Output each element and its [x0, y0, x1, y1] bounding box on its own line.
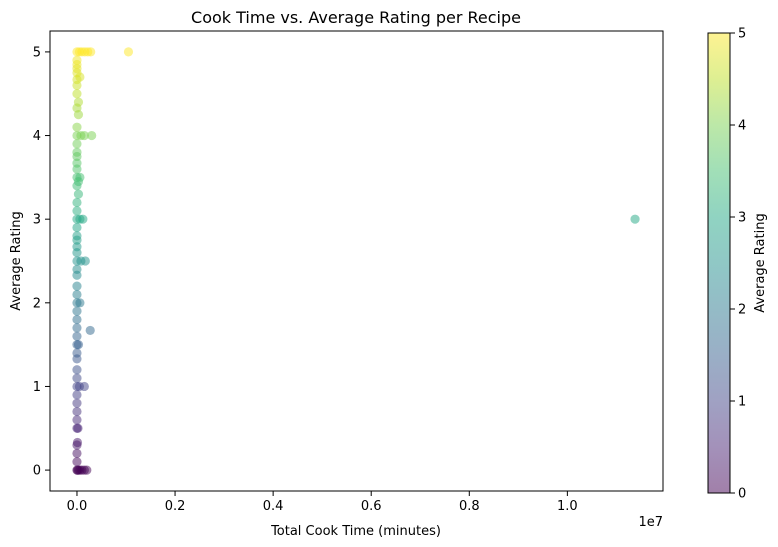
- data-point: [73, 97, 84, 107]
- y-tick-label: 4: [33, 129, 41, 144]
- data-point: [72, 231, 82, 241]
- data-point: [73, 189, 84, 199]
- data-point: [72, 331, 82, 341]
- x-tick-label: 0.6: [361, 499, 382, 514]
- data-point: [72, 448, 82, 458]
- x-offset-label: 1e7: [638, 515, 663, 530]
- x-tick-label: 0.4: [263, 499, 284, 514]
- data-point: [72, 139, 82, 149]
- data-point: [72, 306, 82, 316]
- data-point: [72, 222, 82, 233]
- colorbar-tick-label: 0: [738, 487, 746, 502]
- data-point: [72, 281, 82, 291]
- colorbar-axis: 0 1 2 3 4 5: [730, 27, 746, 502]
- x-axis-label: Total Cook Time (minutes): [270, 524, 441, 539]
- x-tick-label: 1.0: [557, 499, 578, 514]
- data-point: [72, 314, 82, 325]
- data-point: [72, 206, 82, 216]
- colorbar-tick-label: 5: [738, 27, 746, 42]
- data-point: [72, 264, 82, 274]
- plot-frame: [49, 30, 664, 492]
- data-point: [630, 214, 640, 224]
- colorbar-tick-label: 1: [738, 395, 746, 410]
- y-tick-label: 3: [33, 213, 41, 228]
- data-point: [79, 130, 89, 141]
- x-tick-label: 0.2: [165, 499, 186, 514]
- data-point: [72, 348, 82, 358]
- data-point: [86, 47, 96, 57]
- data-point: [78, 214, 88, 224]
- data-point: [72, 390, 82, 400]
- data-point: [72, 197, 82, 208]
- data-point: [123, 47, 134, 57]
- data-point: [85, 325, 95, 336]
- data-point: [72, 457, 82, 467]
- points-layer: [72, 47, 640, 475]
- y-axis: 0 1 2 3 4 5: [33, 45, 50, 479]
- data-point: [75, 298, 85, 308]
- chart-title: Cook Time vs. Average Rating per Recipe: [191, 8, 521, 27]
- colorbar-tick-label: 3: [738, 211, 746, 226]
- data-point: [72, 323, 82, 333]
- data-point: [72, 55, 82, 65]
- data-point: [72, 147, 82, 157]
- y-tick-label: 0: [33, 464, 41, 479]
- data-point: [72, 398, 82, 408]
- data-point: [72, 158, 82, 168]
- colorbar-tick-label: 4: [738, 119, 746, 134]
- data-point: [72, 289, 82, 300]
- data-point: [80, 256, 90, 266]
- x-tick-label: 0.0: [67, 499, 88, 514]
- data-point: [72, 89, 82, 99]
- x-axis: 0.0 0.2 0.4 0.6 0.8 1.0: [67, 491, 578, 514]
- y-axis-label: Average Rating: [9, 211, 24, 310]
- y-tick-label: 5: [33, 45, 41, 60]
- data-point: [79, 381, 89, 392]
- data-point: [82, 465, 92, 475]
- data-point: [75, 172, 85, 182]
- data-point: [72, 122, 82, 132]
- data-point: [72, 406, 82, 417]
- data-point: [73, 423, 83, 433]
- x-tick-label: 0.8: [459, 499, 480, 514]
- data-point: [72, 242, 82, 252]
- y-tick-label: 1: [33, 380, 41, 395]
- colorbar-frame: [707, 32, 731, 494]
- data-point: [72, 365, 82, 375]
- data-point: [72, 373, 82, 383]
- colorbar: [708, 33, 730, 493]
- data-point: [73, 340, 84, 350]
- data-point: [72, 437, 83, 448]
- colorbar-tick-label: 2: [738, 303, 746, 318]
- colorbar-label: Average Rating: [753, 213, 768, 312]
- data-point: [72, 415, 82, 425]
- data-point: [87, 130, 97, 141]
- y-tick-label: 2: [33, 296, 41, 311]
